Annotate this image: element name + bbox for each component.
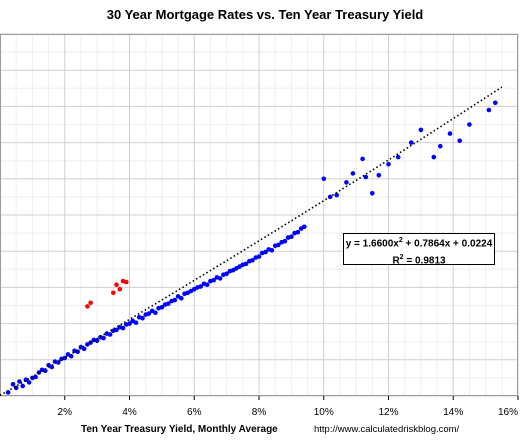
data-point <box>302 224 307 230</box>
r2-exponent: 2 <box>399 254 404 262</box>
data-point <box>250 258 255 263</box>
x-tick-label: 12% <box>378 407 398 418</box>
data-point <box>107 332 113 337</box>
data-point <box>114 327 119 333</box>
x-tick-label: 8% <box>252 407 267 418</box>
data-point <box>33 374 38 380</box>
data-point <box>43 368 48 374</box>
data-point <box>85 304 90 309</box>
data-point <box>120 325 126 331</box>
trendline-equation-box: y = 1.6600x2 + 0.7864x + 0.0224 R2 = 0.9… <box>343 233 495 268</box>
data-point <box>360 156 365 162</box>
data-point <box>408 140 414 145</box>
data-point <box>386 162 391 167</box>
data-point <box>159 305 165 310</box>
source-credit: http://www.calculatedriskblog.com/ <box>314 424 460 435</box>
x-tick-label: 2% <box>58 407 73 418</box>
data-point <box>127 321 132 326</box>
data-point <box>140 315 145 321</box>
data-point <box>269 248 275 253</box>
data-point <box>172 297 178 303</box>
data-point <box>20 383 26 389</box>
x-tick-label: 16% <box>498 407 518 418</box>
data-point <box>295 229 301 235</box>
equation-exponent: 2 <box>398 237 403 244</box>
data-point <box>276 242 281 248</box>
data-point <box>243 261 249 267</box>
data-point <box>204 282 210 288</box>
data-point <box>198 284 203 289</box>
x-tick-label: 6% <box>187 407 202 418</box>
data-point <box>111 290 116 296</box>
x-tick-label: 10% <box>314 407 334 418</box>
data-point <box>117 286 123 292</box>
data-point <box>431 154 437 160</box>
data-point <box>438 143 443 149</box>
chart-title: 30 Year Mortgage Rates vs. Ten Year Trea… <box>106 7 424 22</box>
equation-part-1: y = 1.6600x <box>345 238 399 250</box>
data-point <box>457 138 463 144</box>
trendline <box>0 86 503 397</box>
data-point <box>418 127 424 133</box>
data-point <box>350 171 356 176</box>
data-point <box>81 346 87 352</box>
trendline-equation: y = 1.6600x2 + 0.7864x + 0.0224 <box>344 234 494 251</box>
data-point <box>88 300 93 306</box>
data-point <box>133 320 139 326</box>
data-point <box>376 172 382 178</box>
x-axis-label: Ten Year Treasury Yield, Monthly Average <box>81 424 278 435</box>
data-point <box>370 191 375 196</box>
data-point <box>146 311 152 316</box>
data-point <box>344 180 349 185</box>
r-squared: R2 = 0.9813 <box>344 251 494 268</box>
data-point <box>263 249 268 255</box>
data-point <box>10 381 16 387</box>
data-point <box>49 364 55 370</box>
data-point <box>211 277 216 283</box>
data-point <box>153 310 158 316</box>
data-point <box>363 174 369 180</box>
data-point <box>395 154 401 160</box>
data-point <box>17 379 22 384</box>
data-point <box>224 271 229 277</box>
data-point <box>101 335 106 341</box>
x-tick-label: 4% <box>122 407 137 418</box>
data-point <box>256 254 262 259</box>
data-point <box>166 301 171 307</box>
data-point <box>282 238 288 244</box>
data-point <box>217 276 223 281</box>
data-point <box>179 296 184 301</box>
data-point <box>26 380 32 385</box>
data-point <box>447 131 453 136</box>
r2-part-2: = 0.9813 <box>403 255 446 267</box>
data-point <box>114 282 119 288</box>
plot-area-border <box>0 34 518 396</box>
x-tick-label: 14% <box>443 407 463 418</box>
data-point <box>124 279 129 285</box>
data-point <box>493 100 498 106</box>
data-point <box>334 192 340 198</box>
data-point <box>75 349 80 355</box>
data-point <box>467 122 472 127</box>
data-point <box>321 176 327 182</box>
equation-part-2: + 0.7864x + 0.0224 <box>402 238 493 250</box>
r2-part-1: R <box>392 255 400 267</box>
data-point <box>486 107 492 113</box>
data-point <box>289 234 294 239</box>
data-point <box>94 338 100 344</box>
